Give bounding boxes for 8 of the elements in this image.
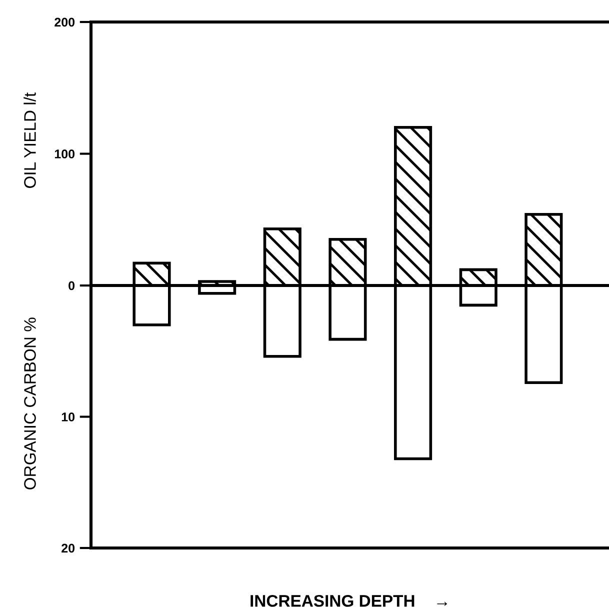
y-tick-label: 10 (62, 412, 75, 422)
y-axis-title: OIL YIELD l/t (24, 92, 36, 188)
x-axis-title: INCREASING DEPTH → (250, 594, 448, 607)
y-axis-title: ORGANIC CARBON % (24, 318, 36, 490)
y-tick-label: 20 (62, 544, 75, 553)
y-tick-label: 0 (68, 281, 75, 290)
y-tick-label: 100 (54, 150, 75, 158)
y-tick-label: 200 (54, 18, 75, 27)
